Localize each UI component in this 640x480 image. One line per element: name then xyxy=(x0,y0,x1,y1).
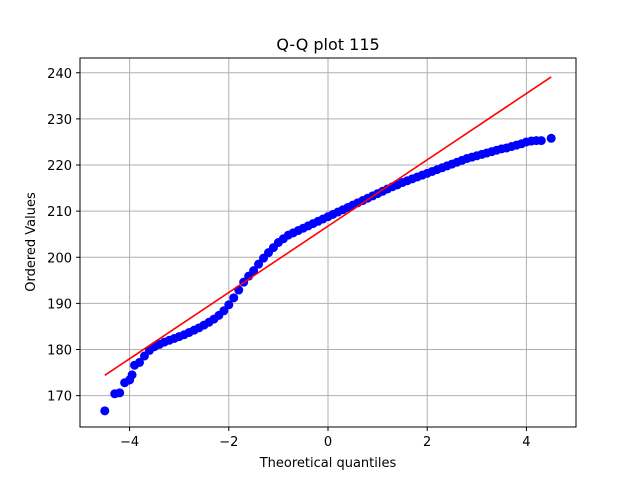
x-axis-label: Theoretical quantiles xyxy=(259,456,397,471)
data-point xyxy=(249,266,259,276)
x-tick-label: 0 xyxy=(324,435,332,450)
data-point xyxy=(100,406,110,416)
y-tick-label: 190 xyxy=(47,297,72,312)
data-point xyxy=(536,136,546,146)
data-point xyxy=(254,259,264,269)
y-tick-label: 230 xyxy=(47,113,72,128)
y-axis-label: Ordered Values xyxy=(24,192,39,292)
data-point xyxy=(135,357,145,367)
data-point xyxy=(229,293,239,303)
fit-line xyxy=(104,76,552,377)
x-axis-ticks: −4 −2 0 2 4 xyxy=(120,427,531,450)
data-point xyxy=(546,133,556,143)
y-tick-label: 220 xyxy=(47,159,72,174)
y-tick-label: 200 xyxy=(47,251,72,266)
x-tick-label: 2 xyxy=(423,435,431,450)
y-axis-ticks: 170 180 190 200 210 220 230 240 xyxy=(47,67,80,405)
data-point xyxy=(127,370,137,380)
x-tick-label: −4 xyxy=(120,435,139,450)
x-tick-label: −2 xyxy=(219,435,238,450)
x-tick-label: 4 xyxy=(522,435,530,450)
data-points xyxy=(100,133,556,416)
data-point xyxy=(115,388,125,398)
y-tick-label: 210 xyxy=(47,205,72,220)
reference-line xyxy=(104,76,552,377)
y-tick-label: 180 xyxy=(47,344,72,359)
data-point xyxy=(234,285,244,295)
y-tick-label: 240 xyxy=(47,67,72,82)
data-point xyxy=(224,300,234,310)
grid-lines xyxy=(80,58,576,427)
chart-title: Q-Q plot 115 xyxy=(276,35,379,54)
y-tick-label: 170 xyxy=(47,390,72,405)
data-point xyxy=(219,306,229,316)
